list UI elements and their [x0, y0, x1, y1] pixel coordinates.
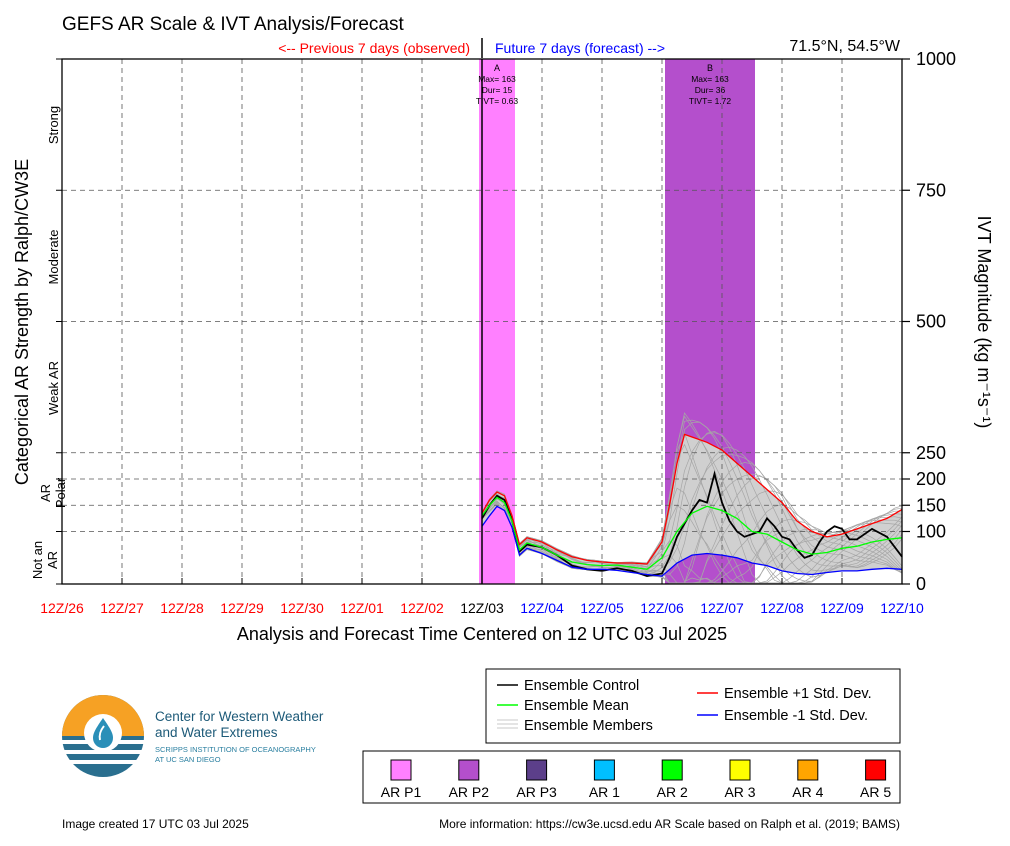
scale-swatch-label: AR 1 — [589, 784, 620, 800]
x-tick-label: 12Z/02 — [400, 600, 444, 616]
category-moderate: Moderate — [46, 230, 61, 285]
ensemble-member-line — [481, 500, 903, 584]
location-label: 71.5°N, 54.5°W — [789, 38, 901, 55]
category-strong: Strong — [46, 106, 61, 144]
chart-title: GEFS AR Scale & IVT Analysis/Forecast — [62, 14, 404, 35]
legend-control: Ensemble Control — [524, 678, 639, 694]
x-tick-label: 12Z/08 — [760, 600, 804, 616]
y-tick-label: 250 — [916, 443, 946, 463]
scale-swatch — [865, 759, 887, 781]
y-tick-label: 500 — [916, 312, 946, 332]
logo-line-1: Center for Western Weather — [155, 709, 324, 724]
event-B-label-3: TIVT= 1.72 — [689, 96, 732, 106]
x-tick-label: 12Z/05 — [580, 600, 624, 616]
event-A-label-3: TIVT= 0.63 — [476, 96, 519, 106]
x-tick-label: 12Z/10 — [880, 600, 924, 616]
ensemble-member-line — [481, 412, 903, 584]
footer-info: More information: https://cw3e.ucsd.edu … — [439, 817, 900, 831]
event-A-label-0: A — [494, 63, 500, 73]
legend-plus-std: Ensemble +1 Std. Dev. — [724, 686, 872, 702]
y-tick-label: 1000 — [916, 49, 956, 69]
previous-days-label: <-- Previous 7 days (observed) — [278, 40, 470, 56]
x-tick-label: 12Z/28 — [160, 600, 204, 616]
y-tick-label: 750 — [916, 180, 946, 200]
ensemble-member-line — [481, 421, 903, 584]
scale-swatch-label: AR P2 — [449, 784, 490, 800]
scale-swatch — [661, 759, 683, 781]
y-tick-label: 100 — [916, 522, 946, 542]
ensemble-legend — [485, 668, 901, 744]
y-tick-label: 150 — [916, 495, 946, 515]
category-weak: Weak AR — [46, 361, 61, 415]
scale-swatch — [458, 759, 480, 781]
scale-swatch-label: AR P3 — [516, 784, 557, 800]
series-ensemble-mean — [481, 496, 903, 570]
ensemble-member-line — [481, 502, 903, 584]
ensemble-member-line — [481, 431, 903, 584]
event-B-label-0: B — [707, 63, 713, 73]
y-axis-label-left: Categorical AR Strength by Ralph/CW3E — [12, 159, 32, 485]
x-tick-label: 12Z/06 — [640, 600, 684, 616]
scale-swatch-label: AR P1 — [381, 784, 422, 800]
ar-scale-swatches: AR P1 AR P2 AR P3 AR 1 AR 2 AR 3 AR 4 AR 5 — [381, 759, 891, 800]
logo-line-2: and Water Extremes — [155, 725, 278, 740]
x-tick-label: 12Z/04 — [520, 600, 564, 616]
legend-minus-std: Ensemble -1 Std. Dev. — [724, 708, 868, 724]
legend-members: Ensemble Members — [524, 718, 653, 734]
series-ensemble-1-std-dev- — [481, 505, 903, 577]
category-not-ar: Not anAR — [30, 541, 60, 579]
scale-swatch — [593, 759, 615, 781]
scale-swatch — [526, 759, 548, 781]
ensemble-member-line — [481, 432, 903, 584]
scale-swatch-label: AR 3 — [724, 784, 755, 800]
scale-swatch-label: AR 4 — [792, 784, 823, 800]
event-A-label-2: Dur= 15 — [482, 85, 513, 95]
x-axis-label: Analysis and Forecast Time Centered on 1… — [237, 624, 727, 644]
y-tick-label: 0 — [916, 574, 926, 594]
footer-created: Image created 17 UTC 03 Jul 2025 — [62, 817, 249, 831]
x-tick-label: 12Z/03 — [460, 600, 504, 616]
legend-mean: Ensemble Mean — [524, 698, 629, 714]
series-ensemble-1-std-dev- — [481, 433, 903, 565]
scale-swatch — [729, 759, 751, 781]
y-ticks: 0 100 150 200 250 500 750 1000 — [56, 49, 956, 594]
scale-swatch — [797, 759, 819, 781]
x-tick-label: 12Z/01 — [340, 600, 384, 616]
x-ticks: 12Z/26 12Z/27 12Z/28 12Z/29 12Z/30 12Z/01 12Z/… — [40, 578, 924, 616]
y-axis-label-right: IVT Magnitude (kg m⁻¹s⁻¹) — [974, 216, 994, 429]
category-polar: ARPolar — [38, 477, 68, 508]
series-lines — [481, 433, 903, 578]
scale-swatch-label: AR 5 — [860, 784, 891, 800]
event-A-label-1: Max= 163 — [478, 74, 516, 84]
x-tick-label: 12Z/27 — [100, 600, 144, 616]
future-days-label: Future 7 days (forecast) --> — [495, 40, 665, 56]
x-tick-label: 12Z/09 — [820, 600, 864, 616]
logo-line-4: AT UC SAN DIEGO — [155, 755, 221, 764]
event-B-label-1: Max= 163 — [691, 74, 729, 84]
x-tick-label: 12Z/30 — [280, 600, 324, 616]
x-tick-label: 12Z/29 — [220, 600, 264, 616]
y-tick-label: 200 — [916, 469, 946, 489]
x-tick-label: 12Z/07 — [700, 600, 744, 616]
scale-swatch — [390, 759, 412, 781]
event-B-label-2: Dur= 36 — [695, 85, 726, 95]
x-tick-label: 12Z/26 — [40, 600, 84, 616]
cw3e-logo — [62, 695, 144, 777]
logo-line-3: SCRIPPS INSTITUTION OF OCEANOGRAPHY — [155, 745, 316, 754]
scale-swatch-label: AR 2 — [657, 784, 688, 800]
